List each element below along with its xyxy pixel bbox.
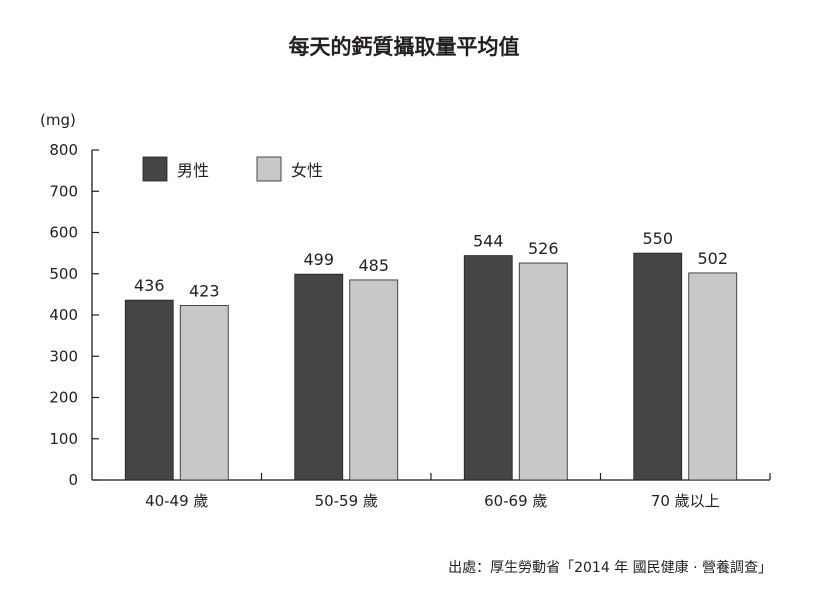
bar-male xyxy=(294,273,344,481)
data-label: 436 xyxy=(134,276,165,295)
data-label: 544 xyxy=(473,232,504,251)
legend-label-female: 女性 xyxy=(291,161,323,180)
y-tick-label: 300 xyxy=(49,347,78,365)
x-category-label: 50-59 歲 xyxy=(315,492,378,510)
chart-title: 每天的鈣質攝取量平均值 xyxy=(289,35,520,59)
bar-female xyxy=(518,262,568,481)
legend: 男性 女性 xyxy=(142,156,323,182)
bar-male xyxy=(463,255,513,481)
y-tick-label: 400 xyxy=(49,306,78,324)
y-tick-label: 0 xyxy=(68,471,78,489)
y-tick-label: 600 xyxy=(49,224,78,242)
y-tick-label: 500 xyxy=(49,265,78,283)
data-label: 550 xyxy=(642,229,673,248)
x-category-label: 70 歲以上 xyxy=(651,492,720,510)
y-tick-label: 200 xyxy=(49,389,78,407)
legend-label-male: 男性 xyxy=(177,161,209,180)
x-category-label: 40-49 歲 xyxy=(145,492,208,510)
x-category-label: 60-69 歲 xyxy=(484,492,547,510)
legend-swatch-female xyxy=(256,156,282,182)
data-label: 499 xyxy=(303,250,334,269)
axes: 0 100 200 300 400 500 600 700 800 40-49 歲 50-59 歲 6… xyxy=(49,141,771,510)
y-tick-label: 700 xyxy=(49,182,78,200)
bar-male xyxy=(633,252,683,481)
data-label: 485 xyxy=(358,256,389,275)
data-label: 423 xyxy=(189,282,220,301)
y-axis-unit: (mg) xyxy=(40,111,76,129)
bar-female xyxy=(349,279,399,481)
bars: 436 423 499 485 544 526 550 502 xyxy=(124,229,738,481)
data-label: 526 xyxy=(528,239,559,258)
data-label: 502 xyxy=(697,249,728,268)
bar-male xyxy=(124,299,174,481)
bar-female xyxy=(688,272,738,481)
y-tick-label: 100 xyxy=(49,430,78,448)
source-note: 出處：厚生勞動省「2014 年 國民健康 · 營養調查」 xyxy=(448,559,772,576)
bar-female xyxy=(179,305,229,481)
y-tick-label: 800 xyxy=(49,141,78,159)
legend-swatch-male xyxy=(142,156,168,182)
